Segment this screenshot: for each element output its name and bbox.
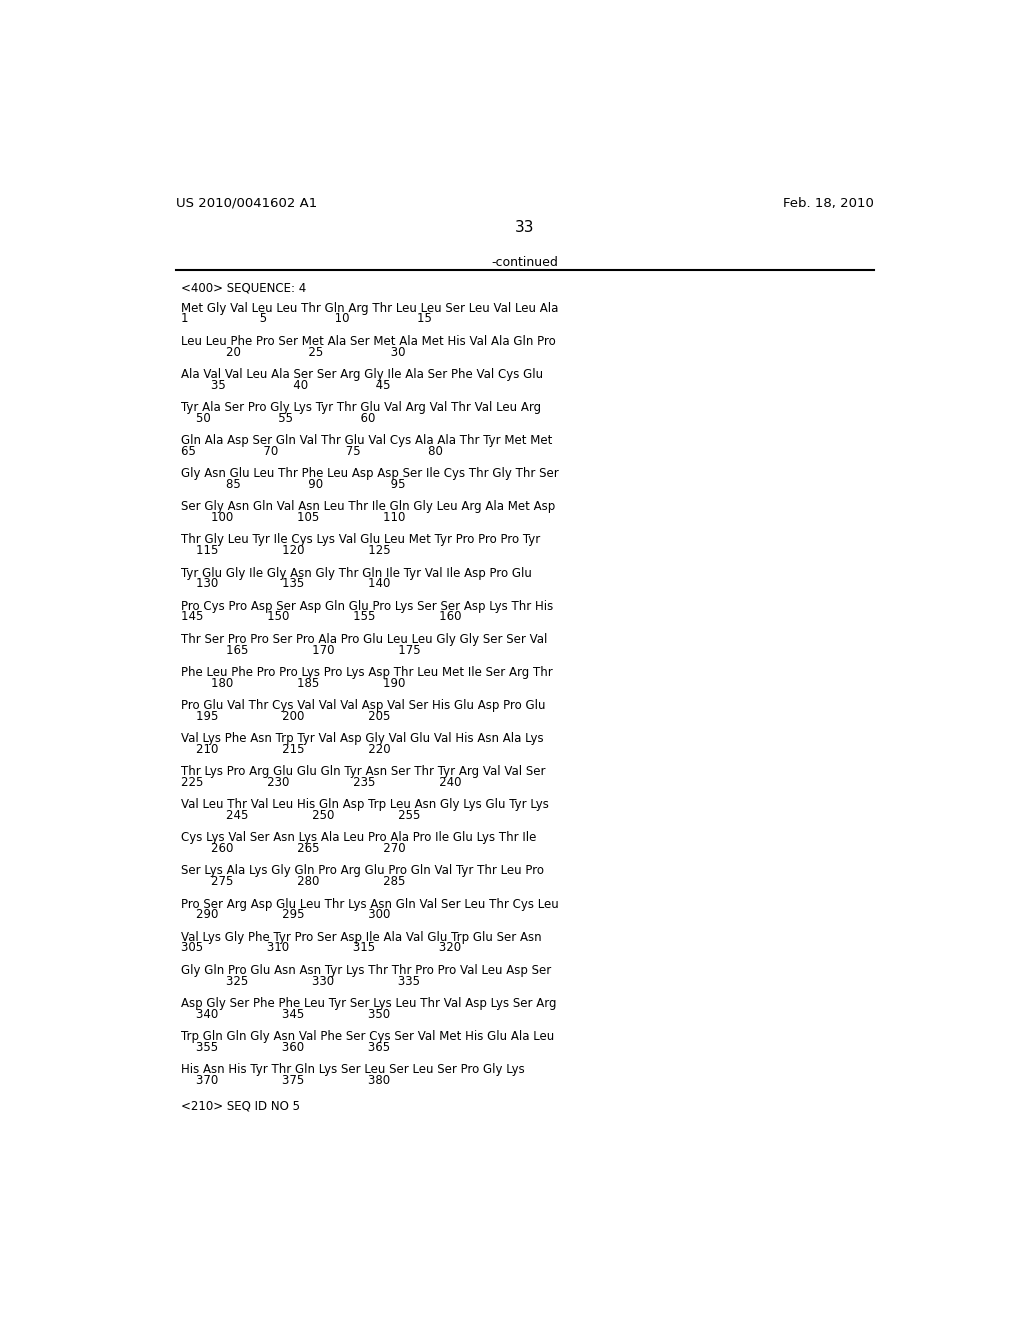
Text: Pro Ser Arg Asp Glu Leu Thr Lys Asn Gln Val Ser Leu Thr Cys Leu: Pro Ser Arg Asp Glu Leu Thr Lys Asn Gln …: [180, 898, 558, 911]
Text: -continued: -continued: [492, 256, 558, 269]
Text: Val Lys Phe Asn Trp Tyr Val Asp Gly Val Glu Val His Asn Ala Lys: Val Lys Phe Asn Trp Tyr Val Asp Gly Val …: [180, 733, 544, 744]
Text: 50                  55                  60: 50 55 60: [180, 412, 375, 425]
Text: Tyr Ala Ser Pro Gly Lys Tyr Thr Glu Val Arg Val Thr Val Leu Arg: Tyr Ala Ser Pro Gly Lys Tyr Thr Glu Val …: [180, 401, 541, 414]
Text: 115                 120                 125: 115 120 125: [180, 544, 390, 557]
Text: 65                  70                  75                  80: 65 70 75 80: [180, 445, 442, 458]
Text: US 2010/0041602 A1: US 2010/0041602 A1: [176, 197, 317, 210]
Text: 210                 215                 220: 210 215 220: [180, 743, 390, 756]
Text: 33: 33: [515, 220, 535, 235]
Text: Ser Gly Asn Gln Val Asn Leu Thr Ile Gln Gly Leu Arg Ala Met Asp: Ser Gly Asn Gln Val Asn Leu Thr Ile Gln …: [180, 500, 555, 513]
Text: 165                 170                 175: 165 170 175: [180, 644, 420, 656]
Text: 145                 150                 155                 160: 145 150 155 160: [180, 610, 461, 623]
Text: 245                 250                 255: 245 250 255: [180, 809, 420, 822]
Text: Pro Cys Pro Asp Ser Asp Gln Glu Pro Lys Ser Ser Asp Lys Thr His: Pro Cys Pro Asp Ser Asp Gln Glu Pro Lys …: [180, 599, 553, 612]
Text: 305                 310                 315                 320: 305 310 315 320: [180, 941, 461, 954]
Text: 275                 280                 285: 275 280 285: [180, 875, 406, 888]
Text: Cys Lys Val Ser Asn Lys Ala Leu Pro Ala Pro Ile Glu Lys Thr Ile: Cys Lys Val Ser Asn Lys Ala Leu Pro Ala …: [180, 832, 537, 845]
Text: Val Lys Gly Phe Tyr Pro Ser Asp Ile Ala Val Glu Trp Glu Ser Asn: Val Lys Gly Phe Tyr Pro Ser Asp Ile Ala …: [180, 931, 542, 944]
Text: Thr Gly Leu Tyr Ile Cys Lys Val Glu Leu Met Tyr Pro Pro Pro Tyr: Thr Gly Leu Tyr Ile Cys Lys Val Glu Leu …: [180, 533, 540, 546]
Text: Trp Gln Gln Gly Asn Val Phe Ser Cys Ser Val Met His Glu Ala Leu: Trp Gln Gln Gly Asn Val Phe Ser Cys Ser …: [180, 1030, 554, 1043]
Text: Phe Leu Phe Pro Pro Lys Pro Lys Asp Thr Leu Met Ile Ser Arg Thr: Phe Leu Phe Pro Pro Lys Pro Lys Asp Thr …: [180, 665, 553, 678]
Text: 85                  90                  95: 85 90 95: [180, 478, 406, 491]
Text: Gly Gln Pro Glu Asn Asn Tyr Lys Thr Thr Pro Pro Val Leu Asp Ser: Gly Gln Pro Glu Asn Asn Tyr Lys Thr Thr …: [180, 964, 551, 977]
Text: Leu Leu Phe Pro Ser Met Ala Ser Met Ala Met His Val Ala Gln Pro: Leu Leu Phe Pro Ser Met Ala Ser Met Ala …: [180, 335, 555, 347]
Text: Thr Ser Pro Pro Ser Pro Ala Pro Glu Leu Leu Gly Gly Ser Ser Val: Thr Ser Pro Pro Ser Pro Ala Pro Glu Leu …: [180, 632, 547, 645]
Text: Gln Ala Asp Ser Gln Val Thr Glu Val Cys Ala Ala Thr Tyr Met Met: Gln Ala Asp Ser Gln Val Thr Glu Val Cys …: [180, 434, 552, 447]
Text: Feb. 18, 2010: Feb. 18, 2010: [782, 197, 873, 210]
Text: Asp Gly Ser Phe Phe Leu Tyr Ser Lys Leu Thr Val Asp Lys Ser Arg: Asp Gly Ser Phe Phe Leu Tyr Ser Lys Leu …: [180, 997, 556, 1010]
Text: 290                 295                 300: 290 295 300: [180, 908, 390, 921]
Text: 355                 360                 365: 355 360 365: [180, 1040, 390, 1053]
Text: Ala Val Val Leu Ala Ser Ser Arg Gly Ile Ala Ser Phe Val Cys Glu: Ala Val Val Leu Ala Ser Ser Arg Gly Ile …: [180, 368, 543, 381]
Text: <210> SEQ ID NO 5: <210> SEQ ID NO 5: [180, 1100, 300, 1113]
Text: Val Leu Thr Val Leu His Gln Asp Trp Leu Asn Gly Lys Glu Tyr Lys: Val Leu Thr Val Leu His Gln Asp Trp Leu …: [180, 799, 549, 812]
Text: 20                  25                  30: 20 25 30: [180, 346, 406, 359]
Text: 1                   5                  10                  15: 1 5 10 15: [180, 313, 431, 326]
Text: 130                 135                 140: 130 135 140: [180, 577, 390, 590]
Text: 340                 345                 350: 340 345 350: [180, 1007, 390, 1020]
Text: His Asn His Tyr Thr Gln Lys Ser Leu Ser Leu Ser Pro Gly Lys: His Asn His Tyr Thr Gln Lys Ser Leu Ser …: [180, 1063, 524, 1076]
Text: 35                  40                  45: 35 40 45: [180, 379, 390, 392]
Text: 325                 330                 335: 325 330 335: [180, 974, 420, 987]
Text: Pro Glu Val Thr Cys Val Val Val Asp Val Ser His Glu Asp Pro Glu: Pro Glu Val Thr Cys Val Val Val Asp Val …: [180, 700, 545, 711]
Text: 100                 105                 110: 100 105 110: [180, 511, 406, 524]
Text: Tyr Glu Gly Ile Gly Asn Gly Thr Gln Ile Tyr Val Ile Asp Pro Glu: Tyr Glu Gly Ile Gly Asn Gly Thr Gln Ile …: [180, 566, 531, 579]
Text: 370                 375                 380: 370 375 380: [180, 1074, 390, 1086]
Text: Ser Lys Ala Lys Gly Gln Pro Arg Glu Pro Gln Val Tyr Thr Leu Pro: Ser Lys Ala Lys Gly Gln Pro Arg Glu Pro …: [180, 865, 544, 878]
Text: Gly Asn Glu Leu Thr Phe Leu Asp Asp Ser Ile Cys Thr Gly Thr Ser: Gly Asn Glu Leu Thr Phe Leu Asp Asp Ser …: [180, 467, 558, 480]
Text: <400> SEQUENCE: 4: <400> SEQUENCE: 4: [180, 281, 306, 294]
Text: Thr Lys Pro Arg Glu Glu Gln Tyr Asn Ser Thr Tyr Arg Val Val Ser: Thr Lys Pro Arg Glu Glu Gln Tyr Asn Ser …: [180, 766, 545, 779]
Text: 180                 185                 190: 180 185 190: [180, 677, 406, 689]
Text: 195                 200                 205: 195 200 205: [180, 710, 390, 723]
Text: 225                 230                 235                 240: 225 230 235 240: [180, 776, 461, 789]
Text: 260                 265                 270: 260 265 270: [180, 842, 406, 855]
Text: Met Gly Val Leu Leu Thr Gln Arg Thr Leu Leu Ser Leu Val Leu Ala: Met Gly Val Leu Leu Thr Gln Arg Thr Leu …: [180, 302, 558, 314]
